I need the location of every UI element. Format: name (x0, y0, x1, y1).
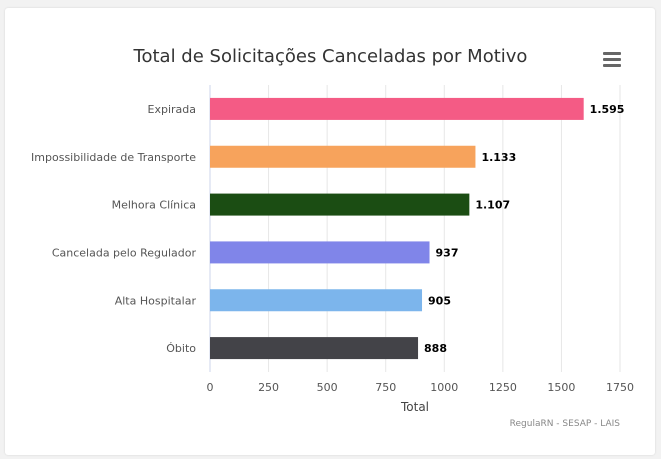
x-tick-label: 500 (317, 381, 338, 394)
x-axis-title: Total (400, 400, 429, 414)
x-tick-label: 0 (207, 381, 214, 394)
bar[interactable] (210, 289, 423, 312)
bars (210, 97, 584, 360)
category-labels: Expirada Impossibilidade de Transporte Mel… (31, 103, 196, 355)
x-tick-label: 1750 (606, 381, 634, 394)
data-label: 937 (436, 246, 459, 259)
chart-credits[interactable]: RegulaRN - SESAP - LAIS (510, 419, 621, 429)
data-label: 888 (424, 342, 447, 355)
bar[interactable] (210, 337, 419, 360)
data-labels: 1.595 1.133 1.107 937 905 888 (424, 103, 624, 355)
data-label: 1.107 (475, 199, 510, 212)
x-tick-label: 1000 (430, 381, 458, 394)
category-label: Cancelada pelo Regulador (52, 246, 197, 259)
bar[interactable] (210, 241, 430, 264)
x-axis-ticks: 0 250 500 750 1000 1250 1500 1750 (207, 381, 635, 394)
category-label: Expirada (148, 103, 197, 116)
category-label: Impossibilidade de Transporte (31, 151, 196, 164)
data-label: 1.133 (481, 151, 516, 164)
data-label: 905 (428, 294, 451, 307)
hamburger-menu-icon[interactable] (601, 52, 623, 70)
bar[interactable] (210, 145, 476, 168)
x-tick-label: 1500 (547, 381, 575, 394)
grid-lines (209, 85, 621, 372)
bar[interactable] (210, 97, 584, 120)
x-tick-label: 750 (375, 381, 396, 394)
x-tick-label: 1250 (489, 381, 517, 394)
category-label: Óbito (166, 342, 196, 355)
category-label: Melhora Clínica (112, 199, 196, 212)
chart-card: Total de Solicitações Canceladas por Mot… (5, 8, 655, 455)
chart-title: Total de Solicitações Canceladas por Mot… (133, 46, 528, 67)
category-label: Alta Hospitalar (115, 294, 197, 307)
bar[interactable] (210, 193, 470, 216)
data-label: 1.595 (590, 103, 625, 116)
x-tick-label: 250 (258, 381, 279, 394)
